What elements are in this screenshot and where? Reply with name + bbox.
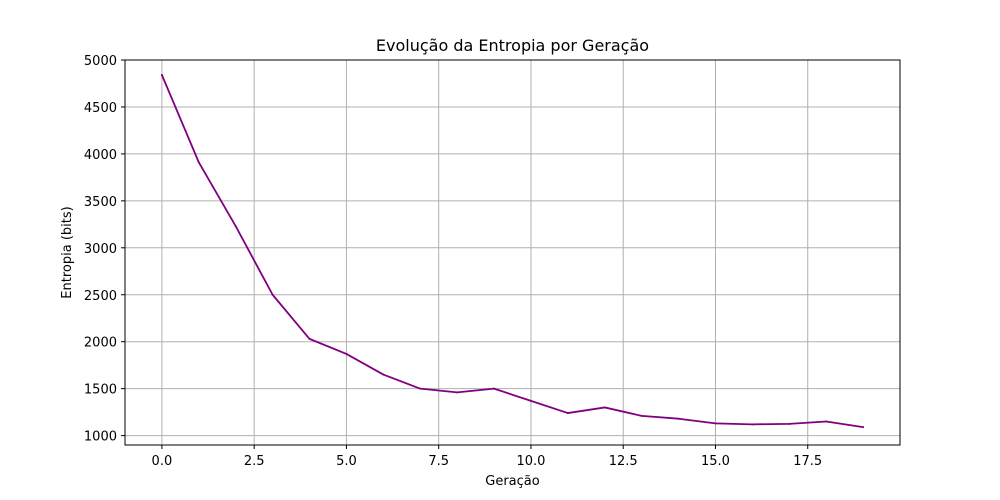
series-layer — [160, 74, 865, 429]
data-point — [566, 412, 569, 415]
y-tick-label: 3500 — [84, 195, 117, 210]
ticks: 0.0 2.5 5.0 7.5 10.0 12.5 15.0 17.5 1000 1500 2000… — [84, 54, 822, 469]
data-point — [382, 373, 385, 376]
x-tick-label: 17.5 — [793, 454, 822, 469]
y-tick-label: 1500 — [84, 383, 117, 398]
y-tick-label: 4000 — [84, 148, 117, 163]
x-tick-label: 10.0 — [516, 454, 545, 469]
x-tick-label: 7.5 — [428, 454, 449, 469]
data-point — [640, 414, 643, 417]
data-point — [825, 420, 828, 423]
y-tick-label: 4500 — [84, 101, 117, 116]
data-point — [456, 391, 459, 394]
y-tick-label: 3000 — [84, 242, 117, 257]
data-point — [714, 422, 717, 425]
x-tick-label: 5.0 — [336, 454, 357, 469]
x-tick-label: 12.5 — [609, 454, 638, 469]
plot-frame — [124, 59, 901, 446]
y-tick-label: 2500 — [84, 289, 117, 304]
series-line — [161, 74, 864, 429]
data-point — [345, 352, 348, 355]
data-point — [234, 225, 237, 228]
data-point — [160, 74, 163, 77]
data-point — [493, 387, 496, 390]
data-point — [751, 423, 754, 426]
data-point — [862, 426, 865, 429]
y-axis-label: Entropia (bits) — [60, 206, 75, 298]
x-axis-label: Geração — [485, 474, 539, 489]
chart-title: Evolução da Entropia por Geração — [376, 36, 649, 55]
data-point — [677, 417, 680, 420]
data-point — [788, 422, 791, 425]
data-point — [308, 337, 311, 340]
data-point — [419, 387, 422, 390]
data-point — [197, 161, 200, 164]
data-point — [271, 293, 274, 296]
x-tick-label: 0.0 — [152, 454, 173, 469]
y-tick-label: 2000 — [84, 336, 117, 351]
data-point — [529, 399, 532, 402]
y-tick-label: 1000 — [84, 430, 117, 445]
grid — [125, 59, 900, 445]
y-tick-label: 5000 — [84, 54, 117, 69]
x-tick-label: 15.0 — [701, 454, 730, 469]
x-tick-label: 2.5 — [244, 454, 265, 469]
data-point — [603, 406, 606, 409]
